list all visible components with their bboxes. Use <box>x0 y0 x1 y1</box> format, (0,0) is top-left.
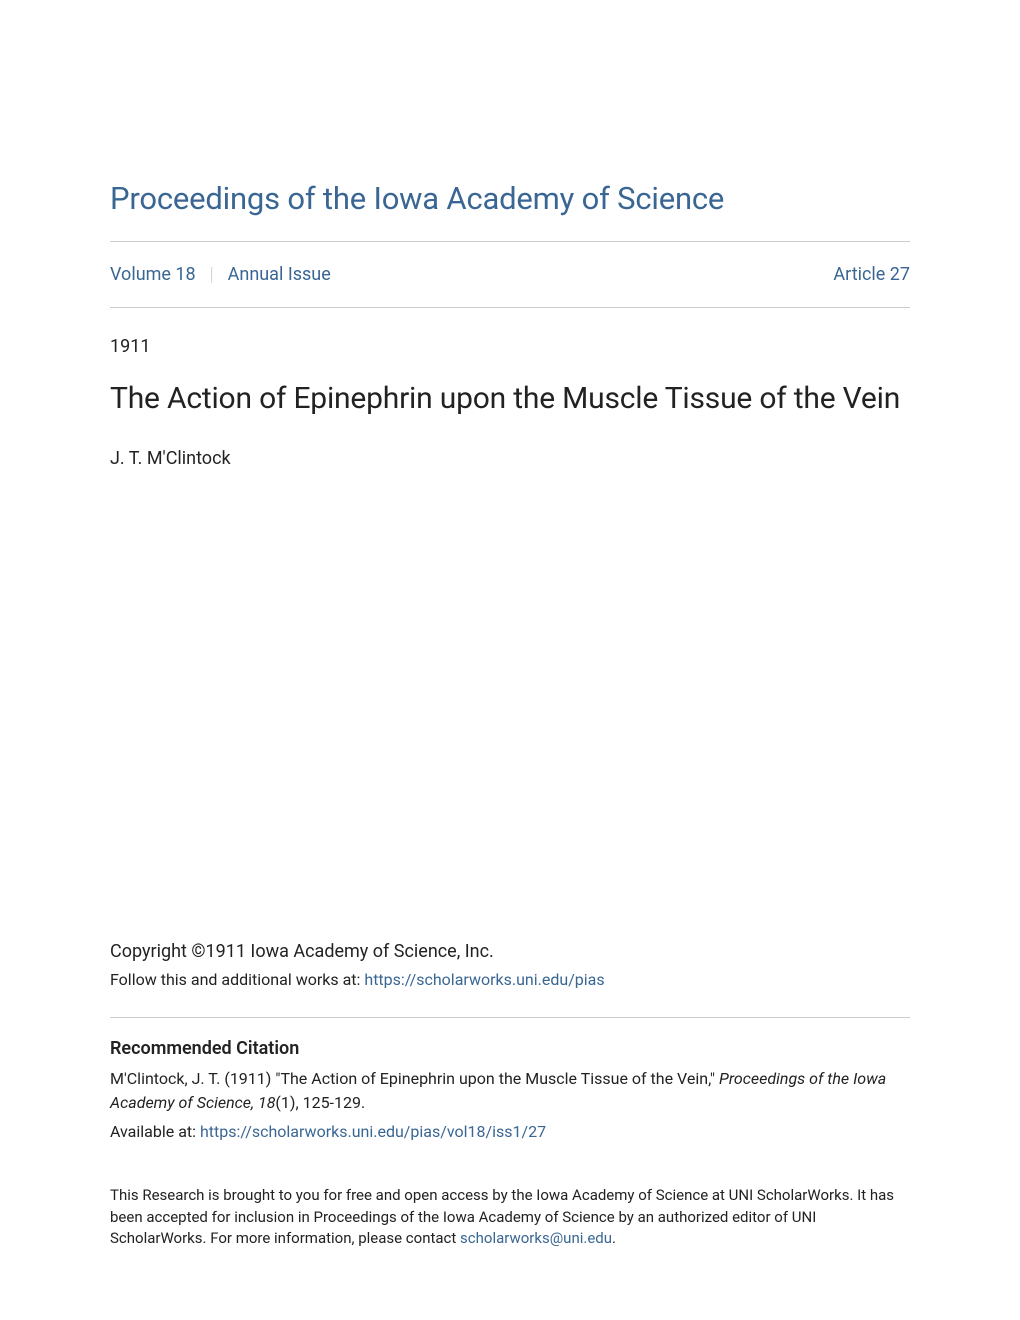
article-number-link[interactable]: Article 27 <box>833 264 910 285</box>
divider-citation <box>110 1017 910 1018</box>
issue-link[interactable]: Annual Issue <box>228 264 331 285</box>
divider-bottom <box>110 307 910 308</box>
citation-prefix: M'Clintock, J. T. (1911) "The Action of … <box>110 1069 719 1088</box>
available-url-link[interactable]: https://scholarworks.uni.edu/pias/vol18/… <box>200 1122 546 1141</box>
contact-email-link[interactable]: scholarworks@uni.edu <box>460 1229 612 1247</box>
author-name: J. T. M'Clintock <box>110 448 910 469</box>
spacer <box>110 469 910 941</box>
separator: | <box>210 264 214 285</box>
issue-left: Volume 18 | Annual Issue <box>110 264 331 285</box>
citation-suffix: (1), 125-129. <box>275 1093 365 1112</box>
available-at: Available at: https://scholarworks.uni.e… <box>110 1122 910 1141</box>
article-title: The Action of Epinephrin upon the Muscle… <box>110 381 910 416</box>
available-prefix: Available at: <box>110 1122 200 1141</box>
journal-title-link[interactable]: Proceedings of the Iowa Academy of Scien… <box>110 180 910 217</box>
copyright-text: Copyright ©1911 Iowa Academy of Science,… <box>110 941 910 962</box>
footer-text: This Research is brought to you for free… <box>110 1185 910 1250</box>
citation-body: M'Clintock, J. T. (1911) "The Action of … <box>110 1067 910 1113</box>
publication-year: 1911 <box>110 336 910 357</box>
follow-works: Follow this and additional works at: htt… <box>110 970 910 989</box>
footer-suffix: . <box>612 1229 616 1247</box>
citation-heading: Recommended Citation <box>110 1038 910 1059</box>
follow-prefix: Follow this and additional works at: <box>110 970 364 989</box>
issue-row: Volume 18 | Annual Issue Article 27 <box>110 242 910 307</box>
follow-url-link[interactable]: https://scholarworks.uni.edu/pias <box>364 970 604 989</box>
volume-link[interactable]: Volume 18 <box>110 264 196 285</box>
